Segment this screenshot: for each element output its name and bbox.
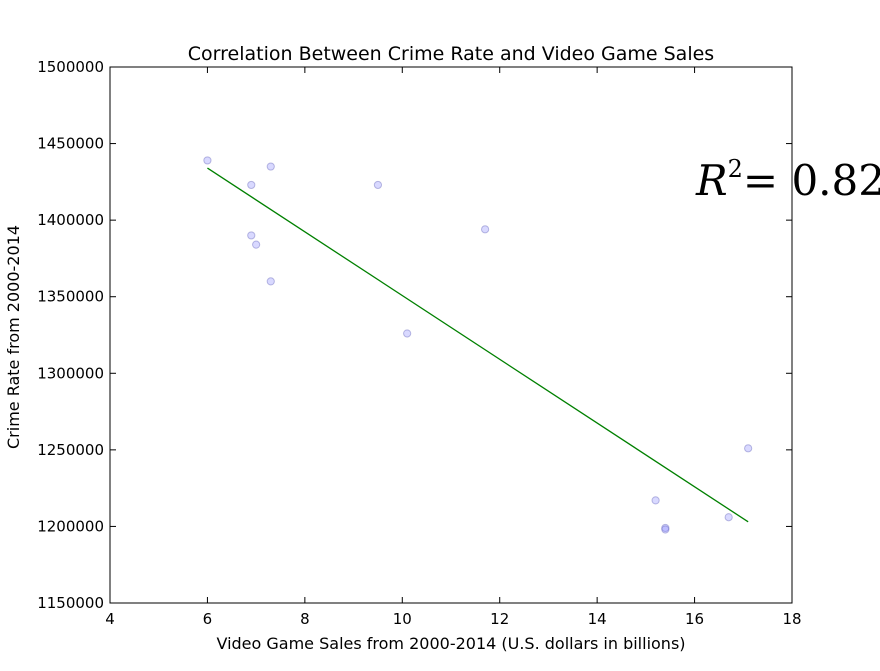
- data-points: [203, 156, 753, 534]
- x-axis-label: Video Game Sales from 2000-2014 (U.S. do…: [216, 634, 685, 653]
- y-tick-label: 1450000: [37, 135, 104, 153]
- y-tick-label: 1350000: [37, 288, 104, 306]
- x-tick-label: 6: [203, 610, 213, 628]
- data-point: [403, 329, 412, 338]
- y-tick-label: 1200000: [37, 517, 104, 535]
- x-tick-label: 10: [393, 610, 412, 628]
- x-tick-label: 18: [782, 610, 801, 628]
- data-point: [661, 523, 670, 533]
- data-point: [724, 513, 733, 522]
- data-point: [247, 231, 256, 240]
- y-tick-label: 1400000: [37, 211, 104, 229]
- x-tick-label: 14: [588, 610, 607, 628]
- data-point: [661, 525, 670, 534]
- chart-title: Correlation Between Crime Rate and Video…: [188, 43, 714, 65]
- x-tick-label: 4: [105, 610, 115, 628]
- r-squared-annotation: R2= 0.82: [695, 155, 880, 205]
- y-axis: 1150000 1200000 1250000 1300000 1350000 14000…: [37, 58, 792, 612]
- plot-area: [109, 66, 793, 604]
- data-point: [266, 277, 275, 286]
- r-squared-value: = 0.82: [743, 156, 880, 205]
- data-point: [373, 180, 383, 190]
- data-point: [203, 156, 212, 165]
- data-point: [252, 240, 261, 249]
- data-point: [744, 444, 753, 453]
- y-axis-label: Crime Rate from 2000-2014: [4, 225, 23, 449]
- r-squared-exponent: 2: [728, 155, 743, 183]
- data-point: [481, 225, 490, 234]
- data-point: [651, 496, 660, 505]
- x-tick-label: 8: [300, 610, 310, 628]
- x-axis: 4 6 8 10 12 14 16 18: [105, 67, 802, 628]
- y-tick-label: 1250000: [37, 441, 104, 459]
- fit-line-group: [207, 167, 749, 523]
- x-tick-label: 16: [685, 610, 704, 628]
- r-squared-base: R: [695, 156, 728, 205]
- y-tick-label: 1500000: [37, 58, 104, 76]
- y-tick-label: 1300000: [37, 364, 104, 382]
- x-tick-label: 12: [490, 610, 509, 628]
- data-point: [247, 180, 256, 190]
- y-tick-label: 1150000: [37, 594, 104, 612]
- fit-line: [207, 167, 749, 523]
- data-point: [266, 162, 275, 171]
